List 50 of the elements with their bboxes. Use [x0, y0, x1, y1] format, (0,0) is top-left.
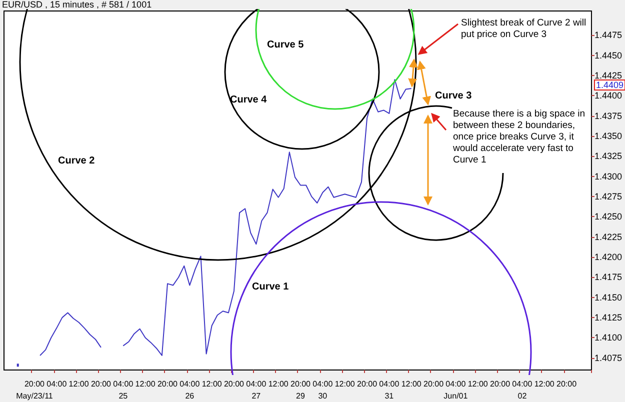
- annotation: Curve 5: [267, 39, 304, 50]
- x-tick-label: 20:00: [556, 380, 578, 388]
- y-tick-label: 1.4475: [594, 30, 622, 40]
- annotation: Slightest break of Curve 2 will put price on Curve 3: [461, 17, 589, 40]
- y-tick-label: 1.4325: [594, 151, 622, 162]
- y-tick-label: 1.4350: [594, 131, 622, 142]
- x-tick-label: 12:00: [334, 380, 356, 388]
- x-tick-label: 20:00: [424, 380, 444, 388]
- x-tick-label: 12:00: [202, 380, 222, 388]
- x-tick-label: 04:00: [46, 380, 68, 388]
- y-tick-label: 1.4425: [594, 70, 622, 81]
- annotation: Curve 4: [230, 94, 268, 106]
- x-tick-label: 20:00: [224, 380, 245, 388]
- y-tick-label: 1.4300: [594, 171, 622, 182]
- y-tick-label: 1.4175: [594, 272, 622, 282]
- x-tick-label: 04:00 30: [312, 380, 334, 400]
- x-tick-label: 20:00: [157, 380, 178, 388]
- x-tick-label: 20:00: [490, 380, 511, 388]
- x-tick-label: 12:00: [401, 380, 422, 388]
- chart-title: EUR/USD , 15 minutes , # 581 / 1001: [2, 0, 152, 10]
- y-tick-label: 1.4250: [594, 212, 622, 222]
- x-tick-label: 20:00: [90, 380, 112, 388]
- y-tick-label: 1.4225: [594, 232, 622, 242]
- x-tick-label: 04:00 26: [180, 380, 200, 400]
- x-tick-label: 04:00 25: [113, 380, 134, 400]
- y-tick-label: 1.4200: [594, 252, 622, 262]
- x-tick-label: 04:00 02: [512, 380, 533, 400]
- y-tick-label: 1.4100: [594, 332, 622, 343]
- x-tick-label: 20:00 29: [290, 380, 312, 400]
- x-tick-label: 12:00: [135, 380, 156, 388]
- y-tick-label: 1.4150: [594, 292, 622, 302]
- x-tick-label: 12:00: [268, 380, 289, 388]
- y-tick-label: 1.4450: [594, 50, 622, 60]
- x-tick-label: 12:00: [468, 380, 488, 388]
- x-tick-label: 12:00: [68, 380, 90, 388]
- y-tick-label: 1.4075: [594, 352, 622, 363]
- annotation: Because there is a big space in between these 2 boundaries, once price breaks Curve 3, it would accelerate very fast to Curve 1: [452, 108, 588, 166]
- y-tick-label: 1.4125: [594, 312, 622, 323]
- annotation: Curve 2: [58, 155, 96, 166]
- y-tick-label: 1.4400: [594, 90, 622, 101]
- annotation: Curve 3: [435, 90, 472, 102]
- annotation: Curve 1: [252, 281, 290, 292]
- text: 1.4409: [596, 80, 624, 90]
- y-tick-label: 1.4375: [594, 110, 622, 121]
- x-tick-label: 12:00: [534, 380, 555, 388]
- y-tick-label: 1.4275: [594, 192, 622, 202]
- x-tick-label: 20:00: [357, 380, 378, 388]
- x-tick-label: 04:00 31: [379, 380, 400, 400]
- x-tick-label: 04:00 Jun/01: [444, 380, 468, 400]
- x-tick-label: 04:00 27: [246, 380, 267, 400]
